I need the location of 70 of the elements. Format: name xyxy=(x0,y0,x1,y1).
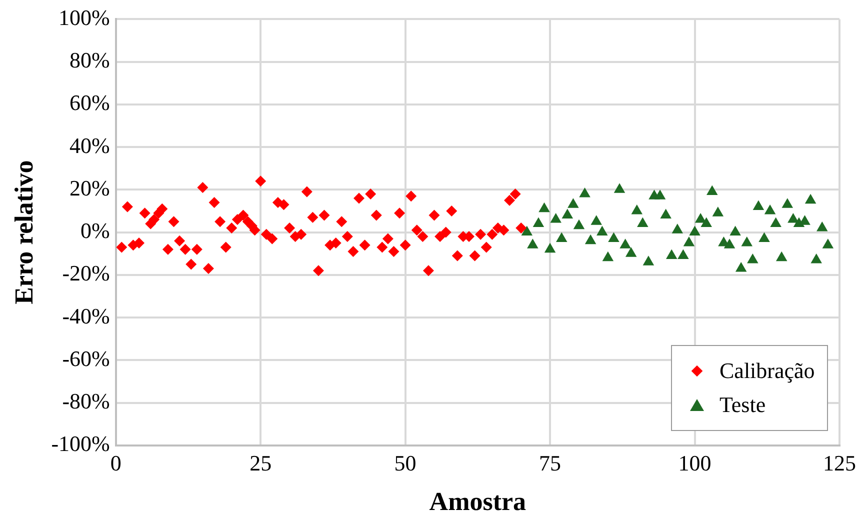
point xyxy=(637,217,648,228)
point xyxy=(706,185,718,196)
y-tick-label: -100% xyxy=(51,431,110,456)
point xyxy=(788,213,799,223)
y-tick-label: -80% xyxy=(62,388,110,414)
y-tick-label: 20% xyxy=(70,175,110,200)
point xyxy=(654,190,666,200)
x-tick-label: 25 xyxy=(250,450,272,476)
y-tick-label: 100% xyxy=(58,4,110,30)
point xyxy=(764,204,776,214)
legend-label: Calibração xyxy=(720,358,815,384)
point xyxy=(816,222,828,232)
y-tick-label: 60% xyxy=(70,90,110,116)
point xyxy=(782,198,794,208)
y-axis-title: Erro relativo xyxy=(9,160,38,304)
point xyxy=(822,238,834,248)
y-tick-label: 40% xyxy=(70,132,110,158)
y-tick-label: -20% xyxy=(62,260,110,286)
y-tick-label: 0% xyxy=(80,218,110,244)
point xyxy=(620,238,631,248)
point xyxy=(752,200,764,210)
point xyxy=(804,194,816,204)
point xyxy=(672,224,684,234)
point xyxy=(602,251,614,262)
point xyxy=(631,204,643,214)
point xyxy=(810,254,822,264)
point xyxy=(568,198,579,208)
x-tick-label: 125 xyxy=(823,450,856,476)
point xyxy=(544,242,556,253)
point xyxy=(724,238,736,248)
point xyxy=(747,254,758,264)
x-axis-title: Amostra xyxy=(429,487,526,516)
point xyxy=(573,219,585,230)
y-tick-label: -60% xyxy=(62,346,110,371)
point xyxy=(712,206,724,216)
x-tick-label: 50 xyxy=(394,450,416,476)
point xyxy=(527,238,538,248)
point xyxy=(608,232,620,242)
point xyxy=(562,208,574,218)
point xyxy=(579,187,590,198)
point xyxy=(758,232,770,242)
point xyxy=(776,251,788,262)
point xyxy=(694,213,706,223)
point xyxy=(590,215,602,225)
point xyxy=(642,256,654,266)
point xyxy=(660,208,672,218)
point xyxy=(666,249,678,259)
x-tick-label: 100 xyxy=(678,450,712,476)
point xyxy=(538,202,550,212)
point xyxy=(700,217,712,228)
legend-label: Teste xyxy=(720,392,766,418)
point xyxy=(521,226,533,236)
y-tick-label: 80% xyxy=(70,48,110,73)
point xyxy=(683,236,695,246)
point xyxy=(625,247,637,257)
point xyxy=(556,232,568,242)
point xyxy=(614,183,626,193)
point xyxy=(596,226,608,236)
point xyxy=(741,236,753,246)
point xyxy=(730,226,741,236)
y-tick-label: -40% xyxy=(62,303,110,328)
point xyxy=(584,234,596,244)
point xyxy=(770,217,782,228)
point xyxy=(735,262,747,272)
point xyxy=(550,213,562,223)
x-tick-label: 0 xyxy=(110,450,122,476)
point xyxy=(689,226,700,236)
point xyxy=(532,217,544,228)
x-tick-label: 75 xyxy=(539,450,562,476)
point xyxy=(678,249,689,259)
